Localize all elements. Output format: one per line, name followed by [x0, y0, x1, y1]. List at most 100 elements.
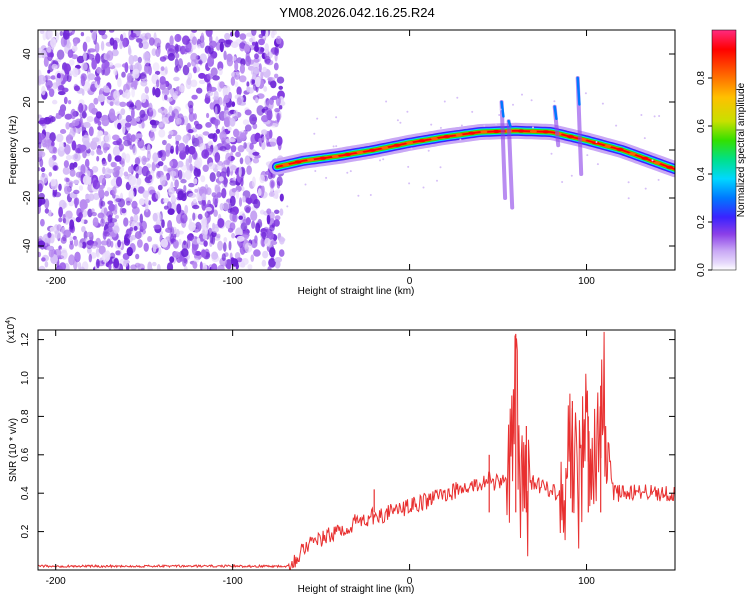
- snr-chart: -200 -100 0 100 0.2 0.4 0.6 0.8 1.0 1.2 Height of…: [5, 317, 676, 595]
- noise-speckle: [246, 81, 250, 88]
- trace-scatter: [512, 103, 514, 106]
- noise-speckle: [133, 213, 139, 223]
- noise-speckle: [104, 133, 111, 143]
- snr-y-tick-label: 0.2: [20, 524, 31, 538]
- noise-speckle: [206, 187, 212, 196]
- noise-speckle: [80, 164, 86, 175]
- noise-speckle: [108, 264, 112, 270]
- noise-speckle: [188, 111, 195, 122]
- noise-speckle: [109, 218, 118, 223]
- noise-speckle: [126, 246, 133, 257]
- noise-speckle: [229, 180, 237, 186]
- noise-speckle: [107, 200, 114, 205]
- noise-speckle: [56, 72, 61, 79]
- noise-speckle: [202, 218, 207, 229]
- trace-blob: [282, 163, 290, 167]
- spectrogram-plot-area: [38, 30, 675, 270]
- noise-speckle: [112, 146, 120, 157]
- trace-scatter: [483, 124, 486, 127]
- noise-speckle: [275, 190, 279, 200]
- spectrogram-y-tick-label: -40: [22, 238, 33, 253]
- trace-scatter: [396, 119, 399, 122]
- noise-speckle: [51, 141, 55, 147]
- snr-exponent-base: (x10: [6, 323, 17, 343]
- noise-speckle: [153, 37, 162, 47]
- noise-speckle: [186, 234, 193, 241]
- noise-speckle: [253, 57, 260, 63]
- noise-speckle: [197, 213, 203, 220]
- noise-speckle: [184, 169, 192, 180]
- noise-speckle: [191, 150, 198, 160]
- spectrogram-y-tick-label: 20: [22, 96, 33, 108]
- noise-speckle: [167, 134, 172, 139]
- noise-speckle: [227, 126, 232, 131]
- noise-speckle: [141, 155, 147, 166]
- noise-speckle: [201, 200, 207, 211]
- noise-speckle: [46, 46, 52, 53]
- noise-speckle: [206, 77, 211, 88]
- noise-speckle: [147, 236, 153, 242]
- noise-speckle: [251, 220, 256, 229]
- noise-speckle: [152, 243, 159, 250]
- noise-speckle: [269, 137, 277, 147]
- noise-speckle: [188, 222, 196, 232]
- noise-speckle: [86, 170, 91, 178]
- noise-speckle: [239, 42, 245, 52]
- noise-speckle: [185, 144, 190, 155]
- noise-speckle: [117, 77, 122, 88]
- noise-speckle: [217, 61, 224, 71]
- noise-speckle: [96, 155, 100, 162]
- noise-speckle: [211, 234, 216, 245]
- noise-speckle: [219, 81, 225, 89]
- noise-speckle: [134, 133, 143, 139]
- noise-speckle: [180, 213, 188, 224]
- noise-speckle: [88, 102, 96, 114]
- trace-scatter: [369, 194, 372, 196]
- trace-scatter: [379, 159, 381, 162]
- noise-speckle: [216, 233, 221, 239]
- noise-speckle: [184, 204, 189, 215]
- noise-speckle: [242, 218, 250, 226]
- noise-speckle: [178, 58, 183, 69]
- noise-speckle: [212, 195, 219, 206]
- noise-speckle: [58, 108, 66, 118]
- noise-speckle: [251, 79, 256, 84]
- noise-speckle: [63, 229, 72, 238]
- noise-speckle: [100, 40, 105, 51]
- noise-speckle: [128, 54, 135, 66]
- snr-y-tick-label: 1.0: [20, 371, 31, 385]
- noise-speckle: [51, 63, 58, 70]
- noise-speckle: [166, 97, 173, 102]
- noise-speckle: [275, 35, 282, 45]
- trace-scatter: [601, 102, 604, 105]
- noise-speckle: [264, 237, 271, 247]
- noise-speckle: [95, 111, 102, 119]
- noise-speckle: [103, 207, 108, 215]
- spectrogram-x-tick-label: 0: [407, 276, 413, 287]
- noise-speckle: [128, 166, 133, 173]
- trace-scatter: [627, 197, 630, 200]
- noise-speckle: [38, 150, 46, 158]
- noise-speckle: [170, 145, 175, 154]
- snr-y-axis-label: SNR (10 * v/v): [8, 418, 19, 482]
- noise-speckle: [62, 166, 70, 175]
- noise-speckle: [157, 184, 163, 191]
- noise-speckle: [148, 200, 152, 206]
- trace-feature-core: [576, 76, 581, 106]
- snr-exponent-label: (x104): [5, 317, 17, 344]
- noise-speckle: [160, 108, 168, 116]
- noise-speckle: [98, 174, 106, 184]
- trace-scatter: [408, 182, 411, 185]
- noise-speckle: [229, 195, 236, 207]
- noise-speckle: [156, 263, 161, 270]
- noise-speckle: [58, 217, 63, 223]
- noise-speckle: [265, 30, 269, 38]
- noise-speckle: [41, 257, 46, 262]
- noise-speckle: [132, 55, 138, 62]
- noise-speckle: [244, 205, 252, 213]
- noise-speckle: [208, 86, 217, 92]
- noise-speckle: [131, 108, 135, 119]
- noise-speckle: [196, 87, 203, 94]
- trace-scatter: [349, 170, 352, 173]
- noise-speckle: [274, 209, 280, 214]
